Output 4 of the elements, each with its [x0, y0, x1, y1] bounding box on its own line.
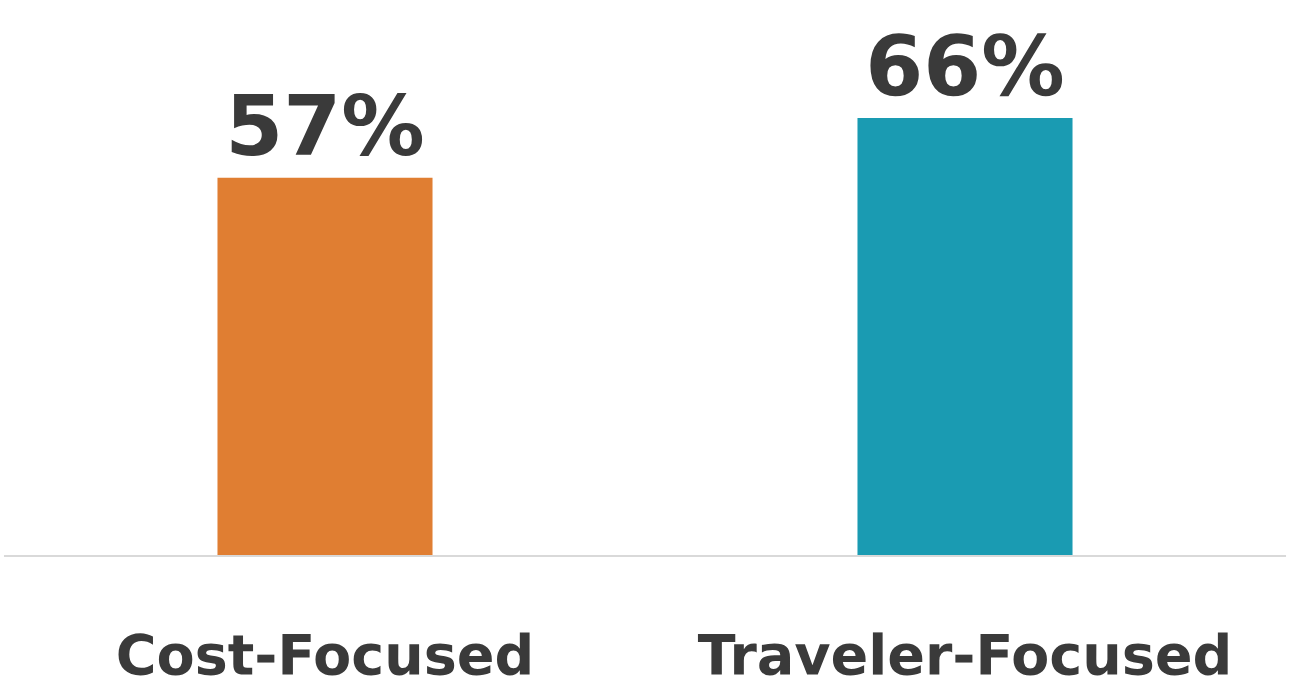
data-label: 57% — [231, 92, 423, 157]
x-tick-label: Traveler-Focused — [697, 632, 1228, 676]
x-tick-label: Cost-Focused — [118, 632, 530, 676]
data-label: 66% — [870, 33, 1063, 97]
